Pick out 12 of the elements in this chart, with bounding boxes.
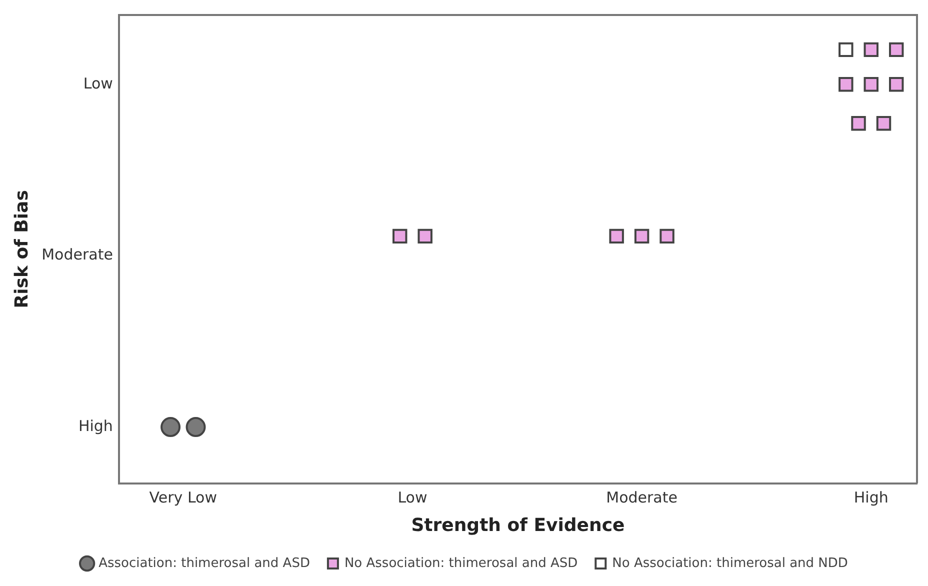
category-label: Moderate (42, 246, 113, 264)
legend-label: No Association: thimerosal and ASD (344, 556, 578, 571)
y-axis-title: Risk of Bias (11, 190, 32, 308)
x-tick-label: Moderate (606, 488, 678, 506)
category-label: High (78, 416, 113, 435)
x-tick-label: Low (398, 488, 428, 506)
legend-label: No Association: thimerosal and NDD (612, 556, 848, 571)
x-tick-label: Very Low (149, 488, 217, 506)
x-tick-label: High (854, 488, 888, 506)
x-axis-title: Strength of Evidence (411, 514, 625, 536)
category-label: Low (83, 74, 113, 92)
legend-label: Association: thimerosal and ASD (98, 556, 310, 571)
